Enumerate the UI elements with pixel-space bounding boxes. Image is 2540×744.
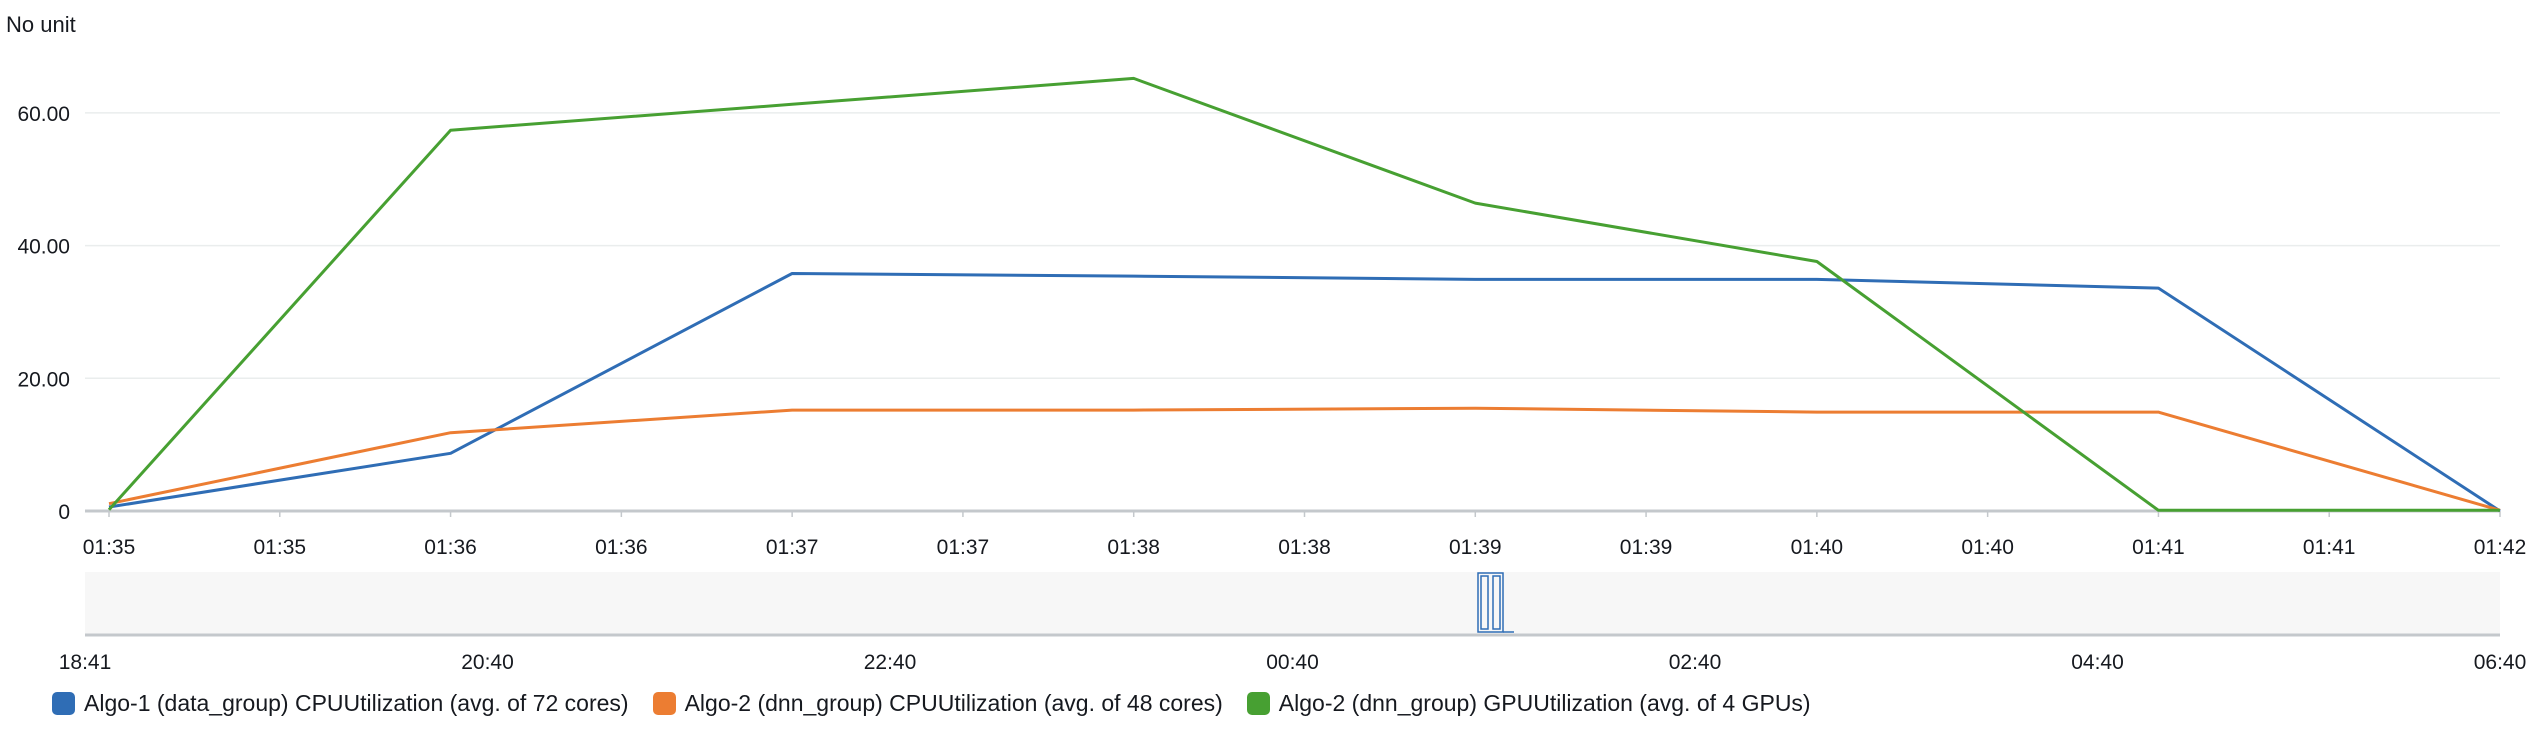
x-tick-label: 01:41 bbox=[2132, 536, 2185, 559]
navigator-tick-label: 04:40 bbox=[2071, 651, 2124, 674]
y-tick-label: 20.00 bbox=[17, 368, 70, 391]
legend-item-2[interactable]: Algo-2 (dnn_group) CPUUtilization (avg. … bbox=[652, 690, 1223, 717]
x-tick-label: 01:38 bbox=[1107, 536, 1160, 559]
legend-label: Algo-2 (dnn_group) GPUUtilization (avg. … bbox=[1278, 690, 1811, 716]
x-tick-label: 01:39 bbox=[1620, 536, 1673, 559]
time-range-navigator[interactable]: 18:41 20:40 22:40 00:40 02:40 04:40 06:40 bbox=[59, 572, 2527, 674]
x-tick-label: 01:35 bbox=[83, 536, 136, 559]
x-tick-label: 01:37 bbox=[766, 536, 819, 559]
y-tick-label: 40.00 bbox=[17, 236, 70, 259]
x-tick-label: 01:41 bbox=[2303, 536, 2356, 559]
gridlines bbox=[85, 112, 2500, 513]
series-line-1 bbox=[108, 272, 2501, 513]
x-tick-label: 01:38 bbox=[1278, 536, 1331, 559]
x-tick-label: 01:36 bbox=[424, 536, 477, 559]
navigator-tick-label: 18:41 bbox=[59, 651, 112, 674]
series-line-2 bbox=[108, 406, 2501, 512]
x-tick-label: 01:35 bbox=[254, 536, 307, 559]
y-axis-ticks: 60.00 40.00 20.00 0 bbox=[17, 103, 70, 524]
legend-label: Algo-2 (dnn_group) CPUUtilization (avg. … bbox=[684, 690, 1223, 716]
x-axis-ticks: 01:35 01:35 01:36 01:36 01:37 01:37 01:38 01:38… bbox=[83, 511, 2527, 559]
navigator-tick-label: 02:40 bbox=[1669, 651, 1722, 674]
y-tick-label: 0 bbox=[58, 501, 70, 524]
chart-legend: Algo-1 (data_group) CPUUtilization (avg.… bbox=[52, 690, 1835, 717]
navigator-left-handle[interactable] bbox=[1480, 575, 1489, 630]
y-unit-label: No unit bbox=[6, 12, 76, 37]
series-lines bbox=[107, 76, 2501, 513]
legend-swatch bbox=[1246, 692, 1270, 715]
navigator-right-handle[interactable] bbox=[1492, 575, 1501, 630]
legend-item-3[interactable]: Algo-2 (dnn_group) GPUUtilization (avg. … bbox=[1246, 690, 1811, 717]
navigator-tick-label: 06:40 bbox=[2474, 651, 2527, 674]
x-tick-label: 01:40 bbox=[1961, 536, 2014, 559]
navigator-tick-label: 20:40 bbox=[461, 651, 514, 674]
navigator-tick-label: 00:40 bbox=[1266, 651, 1319, 674]
legend-item-1[interactable]: Algo-1 (data_group) CPUUtilization (avg.… bbox=[52, 690, 629, 717]
x-tick-label: 01:39 bbox=[1449, 536, 1502, 559]
x-tick-label: 01:42 bbox=[2474, 536, 2527, 559]
x-tick-label: 01:40 bbox=[1791, 536, 1844, 559]
series-line-3 bbox=[107, 76, 2500, 512]
navigator-background bbox=[85, 572, 2500, 635]
x-tick-label: 01:36 bbox=[595, 536, 648, 559]
legend-swatch bbox=[52, 692, 75, 715]
navigator-tick-label: 22:40 bbox=[864, 651, 917, 674]
y-tick-label: 60.00 bbox=[17, 103, 70, 126]
navigator-selection-window[interactable] bbox=[1477, 572, 1504, 633]
legend-label: Algo-1 (data_group) CPUUtilization (avg.… bbox=[84, 690, 629, 716]
legend-swatch bbox=[652, 692, 676, 715]
x-tick-label: 01:37 bbox=[937, 536, 990, 559]
